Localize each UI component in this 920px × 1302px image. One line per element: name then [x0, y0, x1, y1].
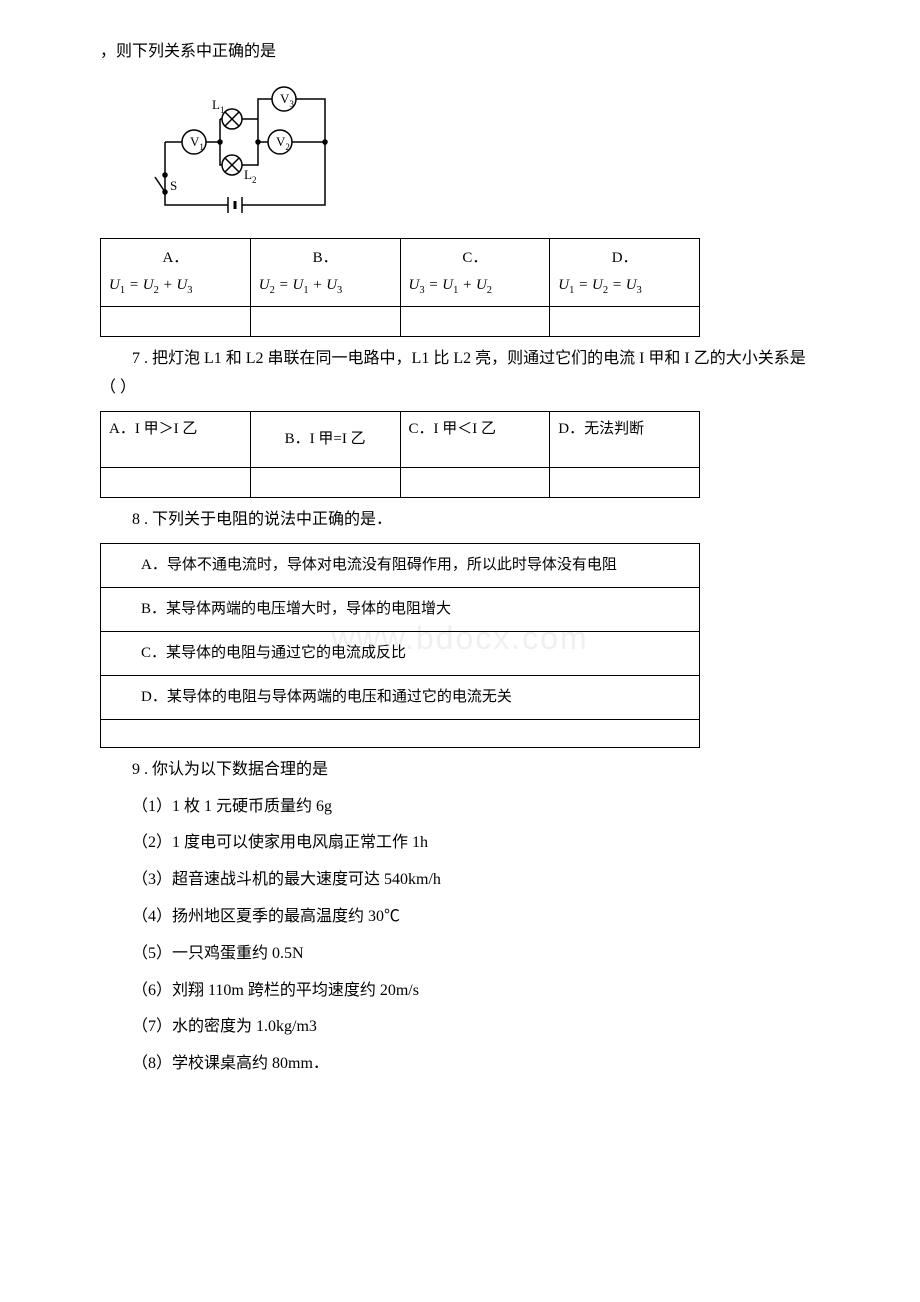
v1-label: V1: [190, 134, 204, 152]
q6-options-table: A． U1 = U2 + U3 B． U2 = U1 + U3 C． U3 = …: [100, 238, 700, 338]
s-label: S: [170, 178, 177, 193]
q6-circuit-diagram: V1 V2 V3 L1 L2 S: [140, 77, 820, 228]
q9-item-3: （3）超音速战斗机的最大速度可达 540km/h: [100, 866, 820, 895]
q9-item-7: （7）水的密度为 1.0kg/m3: [100, 1013, 820, 1042]
l2-label: L2: [244, 167, 256, 185]
q7-options-table: A．I 甲＞I 乙 B．I 甲=I 乙 C．I 甲＜I 乙 D．无法判断: [100, 411, 700, 498]
q6-option-d: D． U1 = U2 = U3: [550, 238, 700, 307]
q6-stem-tail: ，则下列关系中正确的是: [100, 38, 820, 67]
q7-option-b: B．I 甲=I 乙: [250, 412, 400, 468]
q7-option-d: D．无法判断: [550, 412, 700, 468]
v2-label: V2: [276, 134, 290, 152]
q8-option-a: A．导体不通电流时，导体对电流没有阻碍作用，所以此时导体没有电阻: [101, 543, 700, 587]
q9-item-5: （5）一只鸡蛋重约 0.5N: [100, 940, 820, 969]
q8-options-table: A．导体不通电流时，导体对电流没有阻碍作用，所以此时导体没有电阻 B．某导体两端…: [100, 543, 700, 748]
q6-option-a: A． U1 = U2 + U3: [101, 238, 251, 307]
l1-label: L1: [212, 97, 224, 115]
q8-stem: 8 . 下列关于电阻的说法中正确的是．: [100, 506, 820, 535]
q8-option-b: B．某导体两端的电压增大时，导体的电阻增大: [101, 587, 700, 631]
q9-item-8: （8）学校课桌高约 80mm．: [100, 1050, 820, 1079]
q9-stem: 9 . 你认为以下数据合理的是: [100, 756, 820, 785]
q8-option-c: C．某导体的电阻与通过它的电流成反比: [101, 631, 700, 675]
q6-option-b: B． U2 = U1 + U3: [250, 238, 400, 307]
q7-stem: 7 . 把灯泡 L1 和 L2 串联在同一电路中，L1 比 L2 亮，则通过它们…: [100, 345, 820, 403]
v3-label: V3: [280, 91, 294, 109]
q8-option-d: D．某导体的电阻与导体两端的电压和通过它的电流无关: [101, 675, 700, 719]
q9-item-4: （4）扬州地区夏季的最高温度约 30℃: [100, 903, 820, 932]
q9-item-6: （6）刘翔 110m 跨栏的平均速度约 20m/s: [100, 977, 820, 1006]
q7-option-c: C．I 甲＜I 乙: [400, 412, 550, 468]
q9-item-1: （1）1 枚 1 元硬币质量约 6g: [100, 793, 820, 822]
q9-item-2: （2）1 度电可以使家用电风扇正常工作 1h: [100, 829, 820, 858]
q6-option-c: C． U3 = U1 + U2: [400, 238, 550, 307]
q7-option-a: A．I 甲＞I 乙: [101, 412, 251, 468]
